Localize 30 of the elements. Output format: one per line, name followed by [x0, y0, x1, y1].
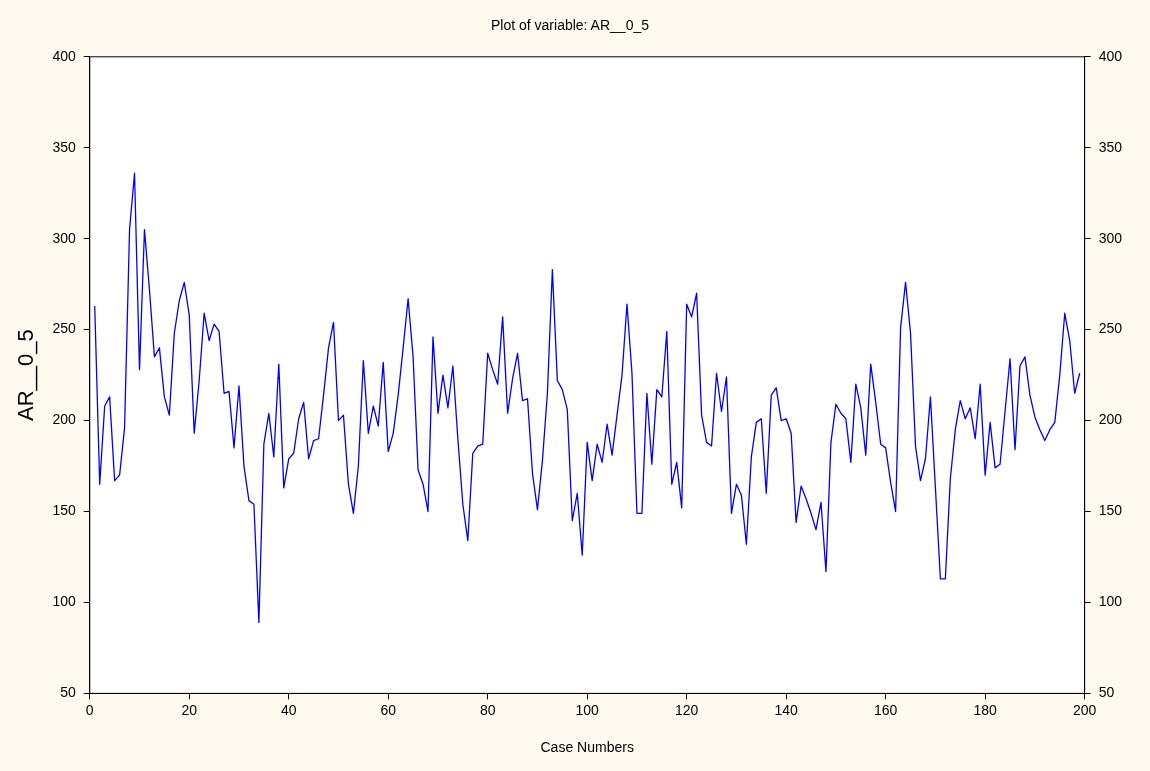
x-tick-label: 80 — [479, 701, 496, 718]
y2-tick-label: 100 — [1098, 593, 1123, 610]
y2-tick-label: 300 — [1098, 229, 1123, 246]
y-tick-label: 50 — [60, 684, 76, 701]
y-tick-label: 250 — [52, 320, 76, 337]
x-tick-label: 200 — [1072, 701, 1097, 718]
x-tick-label: 120 — [675, 701, 699, 718]
y2-tick-label: 350 — [1098, 138, 1123, 155]
y-tick-label: 100 — [52, 593, 76, 610]
y-axis-title: AR__0_5 — [13, 329, 39, 421]
x-tick-label: 20 — [181, 701, 198, 718]
x-tick-label: 60 — [380, 701, 397, 718]
y-tick-label: 350 — [52, 138, 76, 155]
y2-tick-label: 200 — [1098, 411, 1123, 428]
x-tick-label: 40 — [280, 701, 297, 718]
x-axis-title: Case Numbers — [540, 739, 634, 756]
x-tick-label: 180 — [973, 701, 998, 718]
x-tick-label: 100 — [575, 701, 600, 718]
y-tick-label: 200 — [52, 411, 76, 428]
y2-tick-label: 150 — [1098, 502, 1123, 519]
y2-tick-label: 250 — [1098, 320, 1123, 337]
x-tick-label: 140 — [774, 701, 799, 718]
y-tick-label: 300 — [52, 229, 76, 246]
y2-tick-label: 400 — [1098, 47, 1123, 64]
chart-title: Plot of variable: AR__0_5 — [491, 17, 650, 34]
y2-tick-label: 50 — [1098, 684, 1115, 701]
x-tick-label: 0 — [85, 701, 94, 718]
y-tick-label: 400 — [52, 47, 76, 64]
x-tick-label: 160 — [873, 701, 898, 718]
y-tick-label: 150 — [52, 502, 76, 519]
